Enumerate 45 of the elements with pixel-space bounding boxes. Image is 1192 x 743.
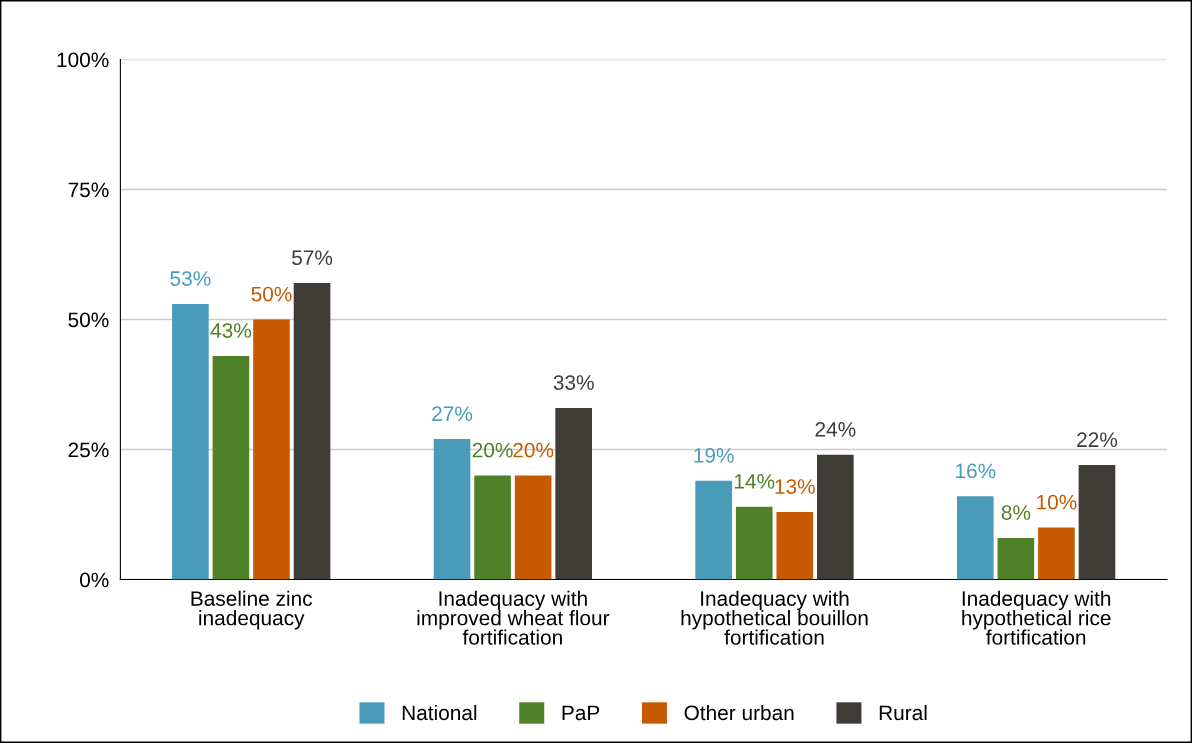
bar: [253, 319, 290, 580]
text: 53%: [170, 271, 211, 286]
bar: [212, 355, 250, 580]
text: 22%: [1077, 432, 1118, 448]
text: 8%: [1001, 505, 1031, 520]
text: 20%: [513, 442, 554, 458]
legend-label: National: [402, 704, 477, 721]
text: 27%: [432, 406, 473, 422]
y-tick-label: 25%: [68, 442, 109, 458]
text: 19%: [694, 447, 734, 463]
bar: [997, 537, 1035, 580]
text: 14%: [734, 474, 775, 489]
bar: [1038, 527, 1075, 580]
x-tick-label: Inadequacy with improved wheat flour fortification: [417, 590, 610, 645]
bar: [555, 407, 593, 580]
text: 10%: [1037, 494, 1077, 510]
text: 13%: [775, 479, 815, 494]
legend-label: Rural: [879, 704, 927, 721]
y-tick-label: 100%: [57, 52, 109, 68]
text: 57%: [292, 250, 333, 266]
bar: [695, 480, 732, 580]
bar: [514, 475, 552, 580]
bar: [735, 506, 773, 580]
bar: [957, 496, 994, 580]
legend-label: PaP: [562, 705, 600, 721]
text: 50%: [251, 286, 292, 302]
bar: [474, 475, 511, 580]
bar: [1078, 465, 1116, 580]
bar: [817, 454, 854, 580]
bar: [776, 511, 814, 580]
x-tick-label: Inadequacy with hypothetical rice fortification: [962, 590, 1111, 645]
text: 33%: [553, 375, 594, 390]
y-tick-label: 50%: [68, 312, 109, 328]
legend-label: Other urban: [684, 704, 794, 721]
text: 16%: [956, 463, 996, 479]
text: 24%: [815, 421, 856, 437]
bar: [172, 303, 209, 580]
x-tick-label: Baseline zinc inadequacy: [191, 590, 313, 630]
bar: [433, 439, 471, 580]
x-tick-label: Inadequacy with hypothetical bouillon fortification: [681, 590, 868, 645]
text: 20%: [472, 442, 513, 458]
y-tick-label: 0%: [79, 572, 109, 588]
y-tick-label: 75%: [68, 182, 109, 198]
bar: [293, 283, 331, 580]
text: 43%: [210, 323, 252, 338]
